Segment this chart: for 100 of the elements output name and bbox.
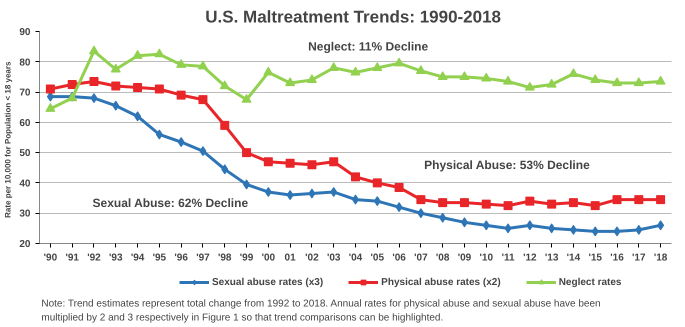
y-tick-label: 70 xyxy=(19,88,31,99)
point xyxy=(614,226,621,236)
point xyxy=(198,60,208,70)
x-tick-label: '15 xyxy=(588,252,602,264)
y-tick-label: 80 xyxy=(19,57,31,68)
point xyxy=(306,74,317,84)
text: Note: Trend estimates represent total change from 1992 to 2018. Annual rates for physical abuse and sexual abuse have been multiplied by 2 and 3 respectively in Figure 1 so that trend comparisons can be highlighted. xyxy=(41,298,601,324)
x-tick-label: '95 xyxy=(152,252,167,264)
x-tick-label: '14 xyxy=(566,252,581,264)
point xyxy=(220,80,230,90)
chart-title: U.S. Maltreatment Trends: 1990-2018 xyxy=(205,8,502,26)
point xyxy=(88,45,99,54)
x-tick-label: '07 xyxy=(414,252,428,264)
point xyxy=(68,80,77,89)
x-tick-label: '98 xyxy=(218,252,232,264)
point xyxy=(328,62,339,71)
point xyxy=(482,220,490,230)
point xyxy=(460,217,468,228)
point xyxy=(459,71,470,80)
point xyxy=(243,179,250,190)
y-tick-label: 20 xyxy=(19,239,31,250)
x-tick-label: '04 xyxy=(348,252,363,264)
point xyxy=(504,201,513,210)
annotation: Sexual Abuse: 62% Decline xyxy=(92,196,248,210)
x-tick-label: '00 xyxy=(262,252,276,264)
point xyxy=(568,198,578,208)
point xyxy=(372,62,382,71)
point xyxy=(460,198,469,208)
point xyxy=(46,84,55,94)
x-tick-label: '10 xyxy=(480,252,494,264)
point xyxy=(90,93,98,104)
point xyxy=(634,77,644,86)
point xyxy=(524,82,535,91)
x-tick-label: '16 xyxy=(610,252,624,264)
point xyxy=(220,120,230,130)
point xyxy=(612,77,622,86)
y-axis-title: Rate per 10,000 for Population < 18 years xyxy=(3,61,12,218)
x-tick-label: '99 xyxy=(240,252,254,264)
point xyxy=(156,129,163,140)
annotation: Physical Abuse: 53% Decline xyxy=(424,158,590,172)
point xyxy=(547,200,556,209)
point xyxy=(132,50,143,59)
y-tick-label: 50 xyxy=(19,148,31,160)
legend-label: Physical abuse rates (x2) xyxy=(381,276,501,288)
x-tick-label: '12 xyxy=(523,252,538,264)
x-tick-label: '11 xyxy=(502,252,515,264)
point xyxy=(503,76,514,85)
point xyxy=(394,182,404,192)
point xyxy=(396,202,403,212)
x-tick-label: '13 xyxy=(544,252,559,264)
x-tick-label: '06 xyxy=(392,252,406,264)
point xyxy=(590,74,600,84)
point xyxy=(330,187,338,198)
point xyxy=(176,59,186,68)
point xyxy=(635,224,642,235)
point xyxy=(634,195,644,204)
point xyxy=(416,195,426,204)
y-tick-label: 60 xyxy=(19,118,31,129)
point xyxy=(350,66,360,76)
point xyxy=(110,64,121,72)
legend-label: Neglect rates xyxy=(558,276,622,288)
point xyxy=(154,48,164,58)
point xyxy=(438,198,448,208)
x-tick-label: '03 xyxy=(326,252,341,264)
point xyxy=(176,90,186,100)
point xyxy=(439,212,446,223)
point xyxy=(656,76,666,85)
point xyxy=(417,208,424,218)
x-tick-label: '92 xyxy=(87,252,102,264)
point xyxy=(416,65,426,74)
x-tick-label: 01 xyxy=(284,252,296,264)
point xyxy=(242,148,252,158)
point xyxy=(45,103,56,112)
point xyxy=(481,72,492,82)
point xyxy=(438,71,448,80)
point xyxy=(308,188,316,199)
point xyxy=(111,82,120,91)
x-tick-label: '08 xyxy=(436,252,450,264)
y-tick-label: 40 xyxy=(19,178,31,190)
point xyxy=(199,146,206,156)
point xyxy=(133,83,142,92)
y-tick-label: 90 xyxy=(19,27,31,38)
point xyxy=(612,195,622,204)
point xyxy=(374,196,381,206)
point xyxy=(89,76,98,86)
point xyxy=(242,94,252,103)
point xyxy=(154,84,164,94)
point xyxy=(568,68,578,77)
point xyxy=(526,220,534,230)
y-tick-label: 30 xyxy=(19,208,31,220)
point xyxy=(134,111,142,122)
point xyxy=(504,223,512,234)
point xyxy=(657,220,664,230)
point xyxy=(329,157,338,166)
point xyxy=(372,178,382,188)
x-tick-label: '18 xyxy=(654,252,668,264)
point xyxy=(286,190,294,200)
x-tick-label: '02 xyxy=(305,252,320,264)
point xyxy=(548,223,556,234)
x-tick-label: '96 xyxy=(174,252,188,264)
